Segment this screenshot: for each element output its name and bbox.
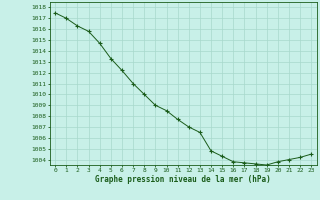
X-axis label: Graphe pression niveau de la mer (hPa): Graphe pression niveau de la mer (hPa): [95, 175, 271, 184]
